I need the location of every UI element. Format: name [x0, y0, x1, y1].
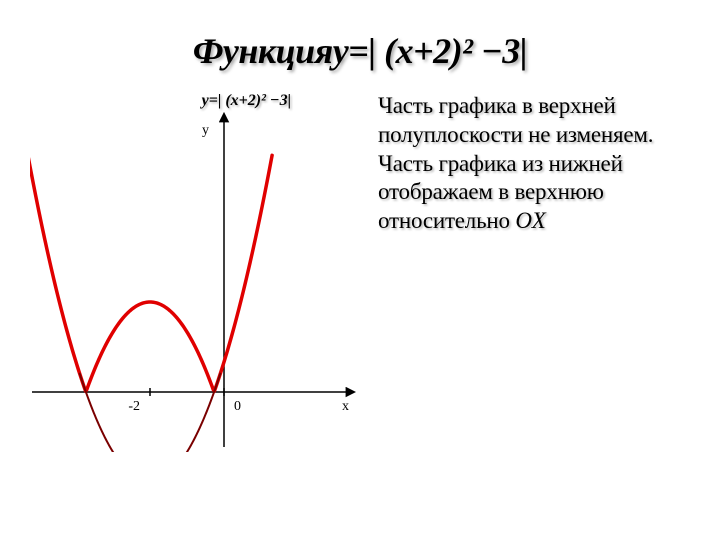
- content-row: y=| (x+2)² −3| -20-3ух Часть графика в в…: [30, 92, 690, 452]
- x-tick-label: -2: [128, 399, 140, 414]
- title-formula: y=| (x+2)² −3|: [333, 31, 527, 71]
- chart-panel: y=| (x+2)² −3| -20-3ух: [30, 92, 360, 452]
- title-prefix: Функция: [193, 31, 333, 71]
- y-axis-label: у: [202, 123, 209, 138]
- description: Часть графика в верхней полуплоскости не…: [378, 92, 690, 452]
- x-tick-label: 0: [234, 399, 241, 414]
- curve-abs_parabola: [30, 155, 272, 391]
- page-title: Функцияy=| (x+2)² −3|: [30, 30, 690, 72]
- axis-ref-text: OX: [515, 208, 545, 233]
- x-axis-label: х: [342, 399, 349, 414]
- description-axis: OX: [515, 208, 545, 233]
- curve-lower_parabola: [80, 374, 221, 452]
- slide: Функцияy=| (x+2)² −3| y=| (x+2)² −3| -2 0…: [0, 0, 720, 540]
- function-plot: -20-3ух: [30, 92, 360, 452]
